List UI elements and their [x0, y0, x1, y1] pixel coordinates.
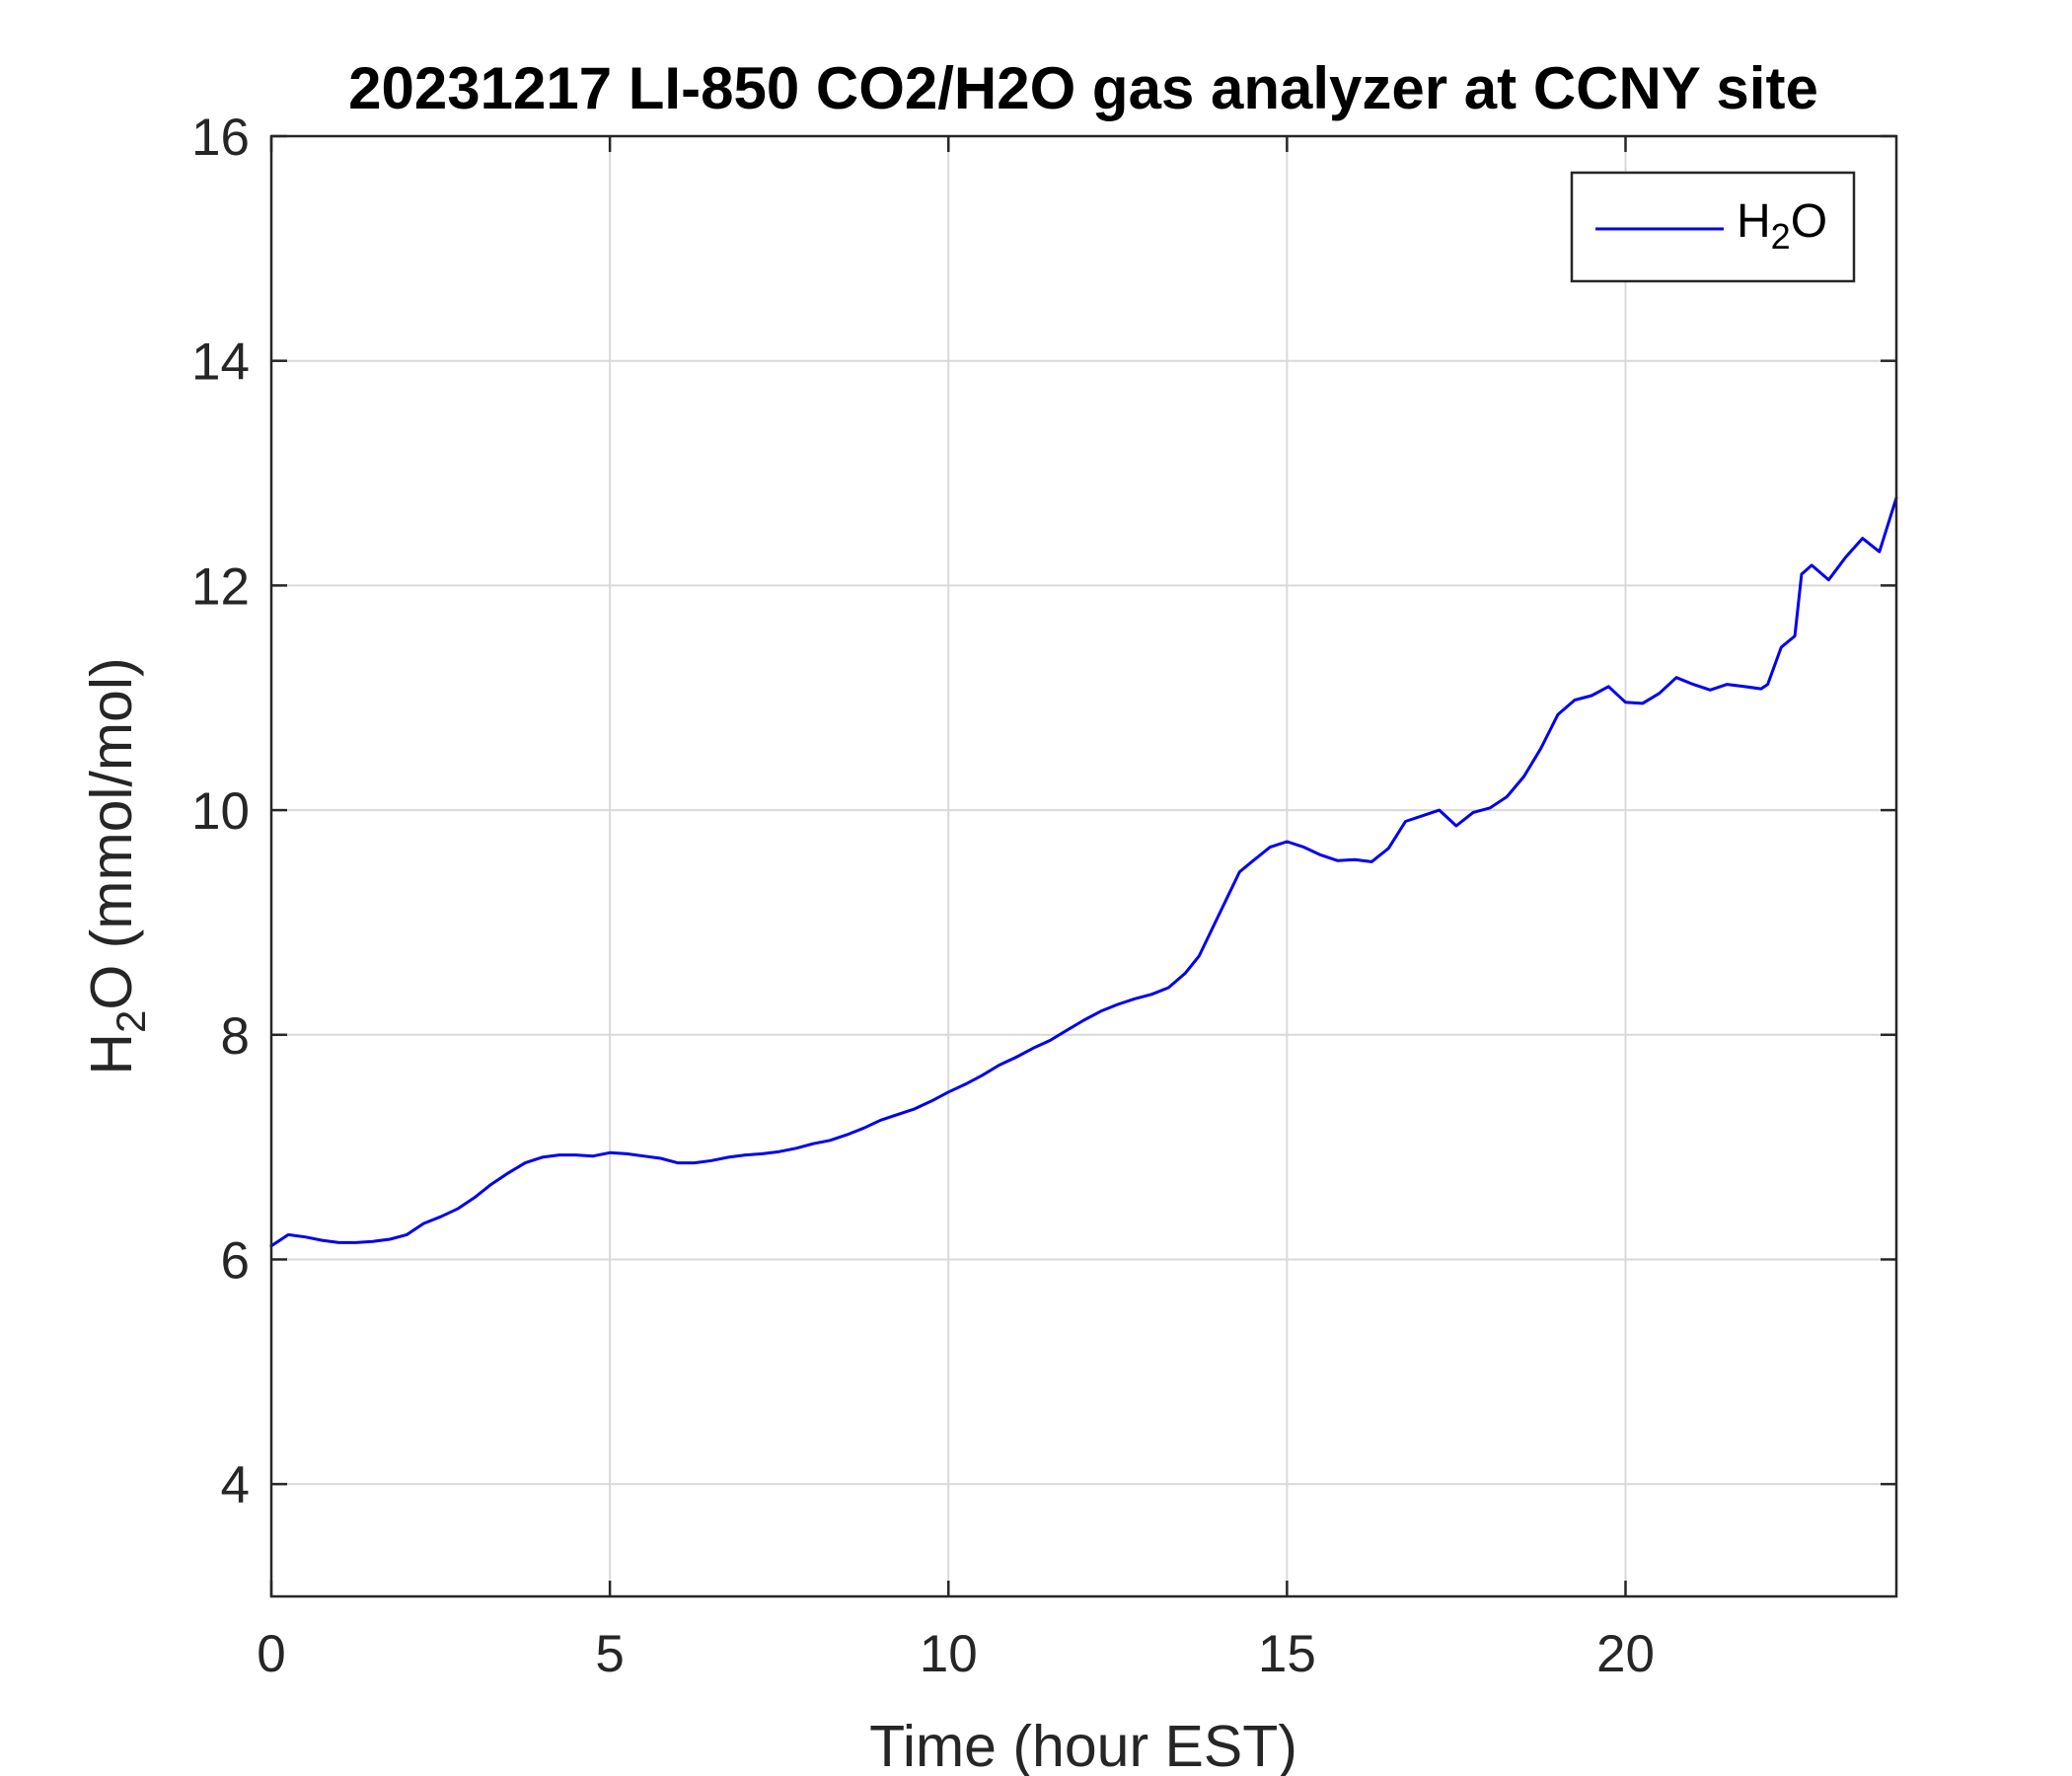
legend-label-main: H — [1737, 195, 1771, 248]
x-tick-label: 0 — [257, 1625, 285, 1683]
legend-label-h2o: H2O — [1737, 195, 1827, 257]
chart-title: 20231217 LI-850 CO2/H2O gas analyzer at … — [348, 55, 1818, 121]
y-tick-label: 10 — [191, 782, 250, 841]
legend-label-rest: O — [1791, 195, 1827, 248]
y-tick-label: 14 — [191, 333, 250, 392]
y-tick-label: 4 — [221, 1456, 250, 1515]
y-axis-label-subscript: 2 — [108, 1010, 154, 1033]
legend: H2O — [1570, 171, 1856, 283]
x-axis-label: Time (hour EST) — [869, 1714, 1297, 1776]
y-tick-label: 8 — [221, 1007, 250, 1066]
x-tick-label: 20 — [1596, 1625, 1655, 1683]
grid — [271, 136, 1896, 1596]
plot-area — [271, 136, 1896, 1596]
y-axis-label-rest: O (mmol/mol) — [79, 657, 144, 1009]
y-axis-label: H2O (mmol/mol) — [79, 657, 154, 1074]
tick-labels: 0 5 10 15 20 4 6 8 10 12 14 16 — [191, 109, 1655, 1683]
y-tick-label: 12 — [191, 557, 250, 616]
y-tick-label: 16 — [191, 109, 250, 167]
y-tick-label: 6 — [221, 1231, 250, 1290]
legend-box — [1570, 171, 1856, 283]
x-tick-label: 10 — [920, 1625, 978, 1683]
y-axis-label-main: H — [79, 1033, 144, 1075]
plot-frame — [269, 134, 1898, 1598]
series-layer — [269, 496, 1898, 1248]
x-tick-label: 5 — [595, 1625, 624, 1683]
x-tick-label: 15 — [1258, 1625, 1316, 1683]
legend-label-subscript: 2 — [1771, 216, 1791, 257]
series-line-h2o — [269, 496, 1898, 1248]
